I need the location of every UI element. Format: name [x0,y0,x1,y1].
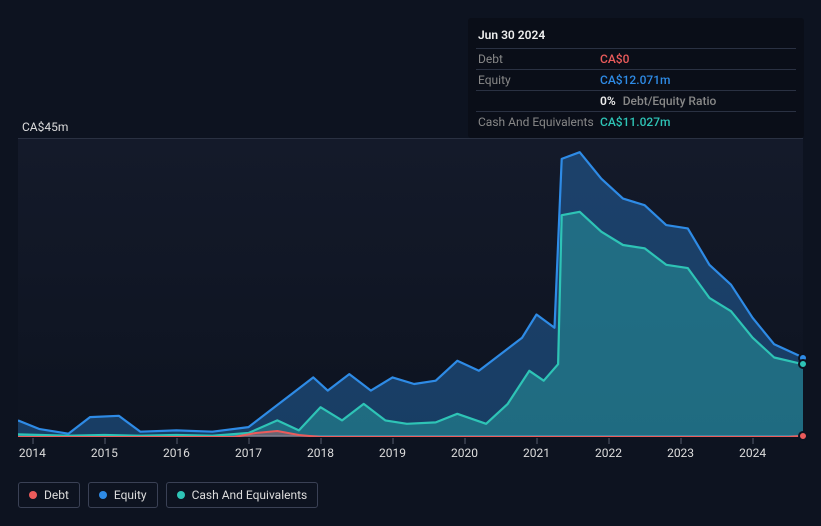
legend-dot [99,491,107,499]
chart-legend: Debt Equity Cash And Equivalents [18,482,318,508]
x-tick: 2020 [451,446,478,460]
tooltip-row: EquityCA$12.071m [476,70,796,91]
legend-item-cash-and-equivalents[interactable]: Cash And Equivalents [166,482,319,508]
tooltip-row-label [478,94,600,108]
x-tick: 2019 [379,446,406,460]
tooltip-row-label: Cash And Equivalents [478,115,600,129]
x-tick: 2018 [307,446,334,460]
x-tick: 2016 [163,446,190,460]
tooltip-row-label: Debt [478,52,600,66]
legend-dot [177,491,185,499]
x-tick: 2017 [235,446,262,460]
y-axis-max-label: CA$45m [22,120,68,134]
tooltip-row: Cash And EquivalentsCA$11.027m [476,112,796,132]
legend-item-debt[interactable]: Debt [18,482,80,508]
tooltip-row: DebtCA$0 [476,49,796,70]
cash-end-marker [798,359,808,369]
x-tick: 2022 [595,446,622,460]
tooltip-row-value: 0% Debt/Equity Ratio [600,94,716,108]
legend-label: Debt [44,488,69,502]
x-tick: 2024 [739,446,766,460]
tooltip-row-value: CA$12.071m [600,73,671,87]
tooltip-row-value: CA$0 [600,52,629,66]
x-tick: 2015 [91,446,118,460]
tooltip-date: Jun 30 2024 [476,24,796,49]
x-tick: 2014 [19,446,46,460]
tooltip-row: 0% Debt/Equity Ratio [476,91,796,112]
x-axis: 2014 2015 2016 2017 2018 2019 2020 2021 2022 2023… [18,438,803,468]
x-tick: 2021 [523,446,550,460]
chart-svg [18,139,803,437]
chart-tooltip: Jun 30 2024 DebtCA$0EquityCA$12.071m0% D… [468,18,804,138]
tooltip-row-value: CA$11.027m [600,115,671,129]
chart-plot-area[interactable] [18,138,803,436]
legend-dot [29,491,37,499]
tooltip-row-label: Equity [478,73,600,87]
legend-label: Equity [114,488,147,502]
x-tick: 2023 [667,446,694,460]
legend-item-equity[interactable]: Equity [88,482,158,508]
legend-label: Cash And Equivalents [192,488,308,502]
debt-equity-chart: CA$45m CA$0 2014201520162017201820192020… [18,120,803,470]
